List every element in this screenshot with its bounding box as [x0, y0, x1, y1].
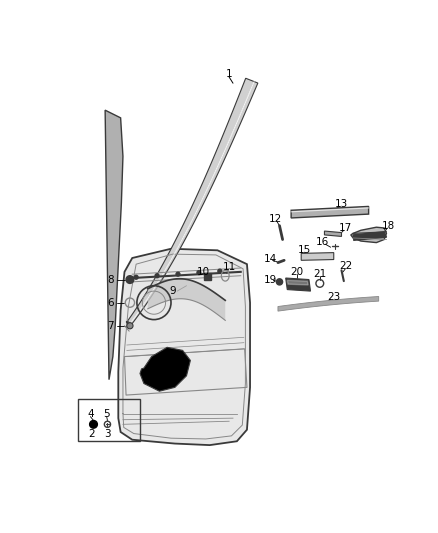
- Polygon shape: [325, 231, 342, 237]
- Circle shape: [126, 276, 134, 284]
- Text: 23: 23: [327, 292, 340, 302]
- Text: 21: 21: [313, 269, 326, 279]
- Text: 14: 14: [264, 254, 277, 264]
- Polygon shape: [127, 78, 258, 324]
- Text: 4: 4: [87, 409, 94, 419]
- Text: 9: 9: [169, 286, 176, 296]
- Polygon shape: [105, 110, 123, 379]
- Text: 6: 6: [107, 297, 114, 308]
- Polygon shape: [351, 227, 386, 243]
- Text: 11: 11: [223, 262, 236, 272]
- Circle shape: [218, 269, 222, 273]
- Text: 8: 8: [107, 274, 114, 285]
- Text: 12: 12: [269, 214, 282, 224]
- Text: 17: 17: [339, 223, 352, 233]
- Text: 5: 5: [103, 409, 110, 419]
- Polygon shape: [301, 253, 334, 260]
- Text: 18: 18: [381, 221, 395, 231]
- Polygon shape: [353, 232, 386, 240]
- Text: 15: 15: [298, 245, 311, 255]
- Circle shape: [155, 274, 159, 278]
- Text: 10: 10: [197, 267, 210, 277]
- Text: 2: 2: [88, 429, 95, 439]
- Text: 13: 13: [335, 199, 348, 209]
- Polygon shape: [286, 278, 311, 291]
- Text: 20: 20: [290, 267, 303, 277]
- Polygon shape: [287, 280, 308, 285]
- Circle shape: [176, 272, 180, 276]
- Circle shape: [197, 271, 201, 274]
- Circle shape: [276, 279, 283, 285]
- Polygon shape: [148, 279, 225, 320]
- Text: 7: 7: [107, 321, 114, 331]
- Polygon shape: [118, 249, 250, 445]
- Circle shape: [90, 421, 97, 428]
- Bar: [204, 273, 211, 280]
- Text: 1: 1: [226, 69, 233, 79]
- Polygon shape: [140, 348, 191, 391]
- Circle shape: [134, 276, 138, 279]
- Text: 22: 22: [339, 262, 353, 271]
- Text: 3: 3: [104, 429, 111, 439]
- Polygon shape: [278, 296, 379, 311]
- Polygon shape: [291, 206, 369, 218]
- Circle shape: [127, 322, 133, 329]
- Text: 19: 19: [264, 274, 277, 285]
- Text: 16: 16: [315, 237, 329, 247]
